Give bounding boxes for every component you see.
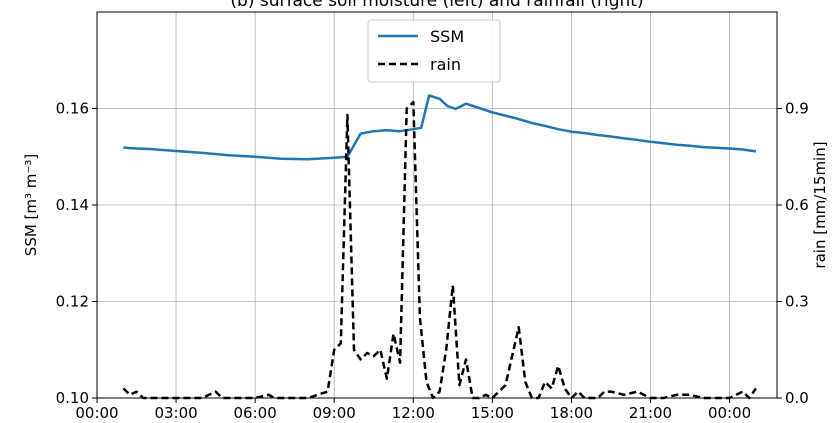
y-right-tick-label: 0.0 <box>785 389 809 407</box>
series-rain-line <box>122 100 757 400</box>
x-tick-label: 00:00 <box>708 404 751 422</box>
y-axis-left-label: SSM [m³ m⁻³] <box>22 154 40 256</box>
chart-title: (b) surface soil moisture (left) and rai… <box>230 0 643 11</box>
legend-ssm-label: SSM <box>430 27 464 46</box>
y-left-tick-label: 0.16 <box>56 100 89 118</box>
x-tick-label: 15:00 <box>471 404 514 422</box>
legend: SSM rain <box>367 19 501 83</box>
y-axis-right-label: rain [mm/15min] <box>811 141 829 268</box>
y-left-tick-label: 0.10 <box>56 389 89 407</box>
x-tick-label: 03:00 <box>154 404 197 422</box>
y-left-tick-label: 0.14 <box>56 196 89 214</box>
x-tick-label: 00:00 <box>75 404 118 422</box>
y-left-tick-label: 0.12 <box>56 293 89 311</box>
x-tick-label: 18:00 <box>550 404 593 422</box>
x-tick-label: 21:00 <box>629 404 672 422</box>
y-axis-left-ticks: 0.10 0.12 0.14 0.16 <box>56 100 97 407</box>
y-right-tick-label: 0.3 <box>785 293 809 311</box>
x-tick-label: 12:00 <box>392 404 435 422</box>
series-ssm-line <box>123 94 757 161</box>
y-axis-right-ticks: 0.0 0.3 0.6 0.9 <box>777 100 809 407</box>
x-tick-label: 06:00 <box>234 404 277 422</box>
plot-series <box>122 94 757 400</box>
x-axis-ticks: 00:00 03:00 06:00 09:00 12:00 15:00 18:00 21:00… <box>75 398 751 422</box>
x-tick-label: 09:00 <box>313 404 356 422</box>
legend-rain-label: rain <box>430 55 461 74</box>
y-right-tick-label: 0.9 <box>785 100 809 118</box>
y-right-tick-label: 0.6 <box>785 196 809 214</box>
